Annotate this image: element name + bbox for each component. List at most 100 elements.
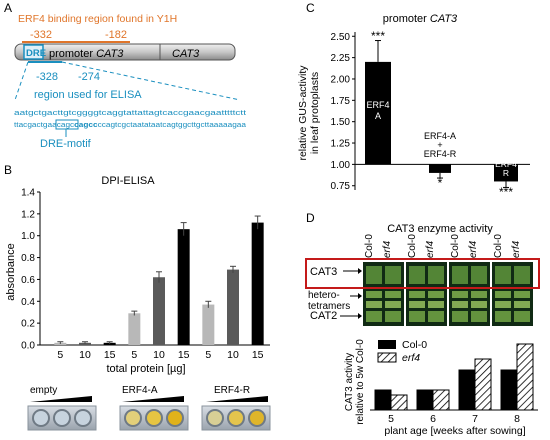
band-cat3: [471, 266, 487, 284]
x-tick-label: 6: [430, 413, 436, 425]
bar-erf4: [516, 343, 534, 411]
y-tick-label: 1.2: [21, 209, 35, 220]
y-tick-label: 1.50: [331, 117, 351, 128]
band-hetero: [471, 301, 487, 308]
arrowhead-hetero: [358, 293, 362, 299]
chart-b-ylabel: absorbance: [5, 243, 17, 301]
bar-label-a-line1: ERF4: [366, 100, 389, 110]
bar: [494, 164, 518, 182]
x-tick-label: 10: [79, 349, 91, 361]
plate-well: [208, 411, 222, 425]
chart-d-ylabel-1: CAT3 activity: [344, 353, 355, 411]
band-cat2: [428, 311, 444, 322]
position-minus-274: -274: [78, 71, 100, 83]
plate-label-erf4a: ERF4-A: [122, 385, 158, 396]
band-hetero: [428, 291, 444, 298]
bar-col0: [458, 369, 476, 411]
panel-a: A ERF4 binding region found in Y1H -332 …: [4, 1, 247, 150]
y-tick-label: 2.00: [331, 74, 351, 85]
y-tick-label: 0.4: [21, 297, 35, 308]
panel-b: B DPI-ELISA absorbance total protein [µg…: [4, 163, 271, 431]
legend-swatch-erf4: [377, 352, 397, 363]
chart-b: 0.0 0.2 0.4 0.6 0.8 1.0 1.2 1.4 5 10 15 5 10 15 5 10 15: [21, 188, 270, 361]
lane-label-erf4: erf4: [511, 240, 522, 258]
plate-label-erf4r: ERF4-R: [214, 385, 250, 396]
band-label-hetero-2: tetramers: [308, 301, 350, 312]
x-tick-label: 5: [205, 349, 211, 361]
band-hetero: [514, 301, 530, 308]
band-hetero: [385, 291, 401, 298]
x-tick-label: 10: [153, 349, 165, 361]
band-hetero: [452, 301, 468, 308]
chart-d-ylabel-2: relative to 5w Col-0: [355, 339, 366, 425]
band-hetero: [385, 301, 401, 308]
y-tick-label: 0.2: [21, 319, 35, 330]
lane-label-erf4: erf4: [382, 240, 393, 258]
x-tick-label: 8: [514, 413, 520, 425]
chart-c-title-gene: CAT3: [430, 13, 458, 25]
significance-r: ***: [499, 185, 513, 199]
elisa-plates: [27, 405, 271, 431]
chart-b-xlabel: total protein [µg]: [106, 363, 185, 375]
band-hetero: [366, 291, 382, 298]
chart-c: 0.751.001.251.501.752.002.252.50 ***ERF4A…: [331, 29, 530, 199]
lane-label-col0: Col-0: [364, 234, 375, 258]
x-tick-label: 15: [104, 349, 116, 361]
y-tick-label: 0.0: [21, 341, 35, 352]
gradient-wedge-empty: [30, 396, 92, 402]
panel-letter-a: A: [4, 1, 12, 15]
bar: [251, 222, 264, 345]
bar-label-mid-line2: +: [437, 140, 442, 150]
bar-col0: [416, 389, 434, 411]
bar: [227, 269, 239, 345]
band-cat2: [385, 311, 401, 322]
lane-label-col0: Col-0: [450, 234, 461, 258]
band-cat2: [514, 311, 530, 322]
y-tick-label: 1.75: [331, 96, 351, 107]
elisa-region-label: region used for ELISA: [34, 89, 142, 101]
chart-b-title: DPI-ELISA: [101, 175, 155, 187]
y-tick-label: 2.50: [331, 32, 351, 43]
cat3-highlight-box: [305, 258, 540, 289]
panel-letter-c: C: [306, 1, 315, 15]
sequence-bottom: ttacgactgaacagc cagcc ccagtcgctaatataatcag…: [14, 120, 247, 129]
sequence-top: aatgctgacttgtcggggtcaggtattattagtcaccgaa…: [14, 108, 247, 117]
plate-well: [126, 411, 140, 425]
promoter-label: promoter CAT3: [49, 48, 124, 60]
significance-a: ***: [371, 29, 385, 43]
bar: [103, 342, 116, 345]
x-tick-label: 5: [388, 413, 394, 425]
chart-d-title: CAT3 enzyme activity: [387, 223, 493, 235]
band-hetero: [452, 291, 468, 298]
x-tick-label: 5: [57, 349, 63, 361]
plate-well: [55, 411, 69, 425]
y-tick-label: 1.0: [21, 231, 35, 242]
band-cat2: [366, 311, 382, 322]
y-tick-label: 1.4: [21, 188, 35, 199]
dre-box: [23, 44, 44, 60]
band-cat2: [495, 311, 511, 322]
arrowhead-cat3: [358, 268, 362, 274]
plate-well: [147, 411, 161, 425]
position-minus-328: -328: [36, 71, 58, 83]
arrowhead-cat2: [358, 313, 362, 319]
band-hetero: [428, 301, 444, 308]
position-minus-332: -332: [30, 29, 52, 41]
dashed-zoom-right: [61, 61, 241, 101]
x-tick-label: 5: [131, 349, 137, 361]
y-tick-label: 1.00: [331, 160, 351, 171]
band-cat3: [428, 266, 444, 284]
promoter-gene: CAT3: [96, 48, 124, 60]
dashed-zoom-left: [14, 61, 29, 101]
dre-label: DRE: [26, 48, 46, 59]
band-hetero: [409, 291, 425, 298]
y-tick-label: 0.75: [331, 181, 351, 192]
bar-erf4: [390, 394, 408, 411]
bar: [128, 313, 141, 345]
panel-letter-b: B: [4, 163, 12, 177]
x-tick-label: 7: [472, 413, 478, 425]
bar-label-r-line1: ERF4: [495, 159, 517, 169]
band-cat3: [495, 266, 511, 284]
